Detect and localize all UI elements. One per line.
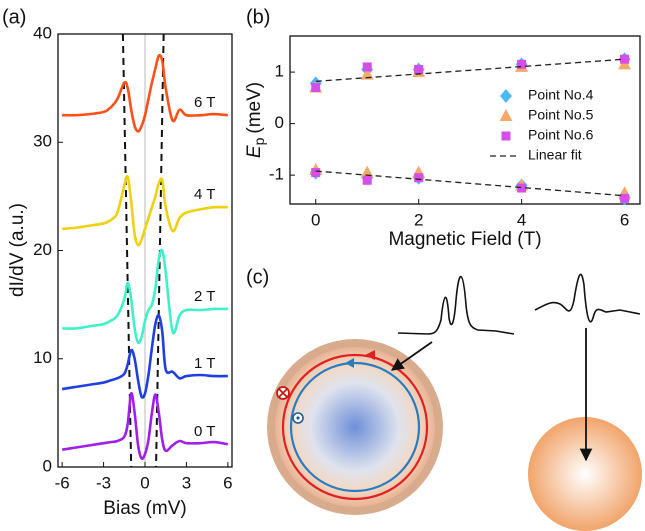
plot-frame xyxy=(289,35,641,205)
series-label: 2 T xyxy=(194,288,215,305)
legend-marker xyxy=(501,131,511,141)
marker xyxy=(517,59,527,69)
red-arrowhead xyxy=(365,350,375,360)
marker xyxy=(360,67,374,80)
spin-in-cross xyxy=(278,388,288,398)
spectrum-sketch xyxy=(397,275,515,335)
series-label: 6 T xyxy=(194,94,215,111)
spectrum-line xyxy=(61,392,229,461)
spectrum-line xyxy=(61,313,228,399)
marker xyxy=(620,54,630,64)
spectrum-line xyxy=(62,174,228,247)
x-tick-label: 3 xyxy=(182,473,191,492)
x-tick-label: -6 xyxy=(55,473,70,492)
panel-label: (a) xyxy=(2,6,26,28)
marker xyxy=(414,173,424,183)
y-axis-label: dI/dV (a.u.) xyxy=(7,203,28,297)
blue-arrowhead xyxy=(345,358,354,368)
marker xyxy=(517,183,527,193)
series-label: 1 T xyxy=(194,355,215,372)
diagram xyxy=(267,273,642,531)
orange-disk xyxy=(528,417,642,531)
spectrum-line xyxy=(62,248,228,345)
marker xyxy=(362,62,372,72)
blue-orbit xyxy=(289,361,421,493)
x-tick-label: 6 xyxy=(620,210,629,229)
panel-label: (c) xyxy=(246,266,269,288)
y-tick-label: 10 xyxy=(33,348,52,367)
x-tick-label: 4 xyxy=(517,210,526,229)
y-axis-label: Ep (meV) xyxy=(244,82,267,158)
x-tick-label: 6 xyxy=(223,473,232,492)
x-tick-label: -3 xyxy=(96,473,111,492)
y-tick-label: 0 xyxy=(275,113,284,132)
x-tick-label: 2 xyxy=(414,210,423,229)
spin-out-dot xyxy=(296,416,300,420)
legend-label: Point No.6 xyxy=(528,127,594,143)
y-tick-label: 0 xyxy=(43,456,52,475)
y-tick-label: 20 xyxy=(33,240,52,259)
y-label-unit: (meV) xyxy=(244,82,265,134)
spectrum-sketch xyxy=(534,273,641,323)
x-axis-label: Magnetic Field (T) xyxy=(388,229,541,250)
inner-disk xyxy=(275,347,435,507)
marker xyxy=(620,193,630,203)
y-tick-label: -1 xyxy=(269,165,284,184)
series-label: 0 T xyxy=(194,423,215,440)
panel-label: (b) xyxy=(246,6,270,28)
legend-label: Linear fit xyxy=(528,147,582,163)
y-label-symbol: E xyxy=(244,145,265,158)
x-tick-label: 0 xyxy=(311,210,320,229)
arrow xyxy=(390,341,433,371)
y-label-subscript: p xyxy=(251,137,267,145)
x-tick-label: 0 xyxy=(140,473,149,492)
legend-marker xyxy=(500,89,512,103)
y-tick-label: 1 xyxy=(275,62,284,81)
y-tick-label: 30 xyxy=(33,132,52,151)
legend-label: Point No.4 xyxy=(528,87,594,103)
marker xyxy=(311,168,321,178)
x-axis-label: Bias (mV) xyxy=(103,498,186,519)
y-tick-label: 40 xyxy=(33,23,52,42)
spectrum-line xyxy=(62,53,228,133)
fit-line xyxy=(315,58,625,197)
marker xyxy=(414,64,424,74)
marker xyxy=(362,175,372,185)
marker xyxy=(311,83,321,93)
red-orbit xyxy=(281,353,429,501)
legend-label: Point No.5 xyxy=(528,107,594,123)
legend-marker xyxy=(499,109,513,121)
marker xyxy=(360,165,374,178)
series-label: 4 T xyxy=(194,186,215,203)
